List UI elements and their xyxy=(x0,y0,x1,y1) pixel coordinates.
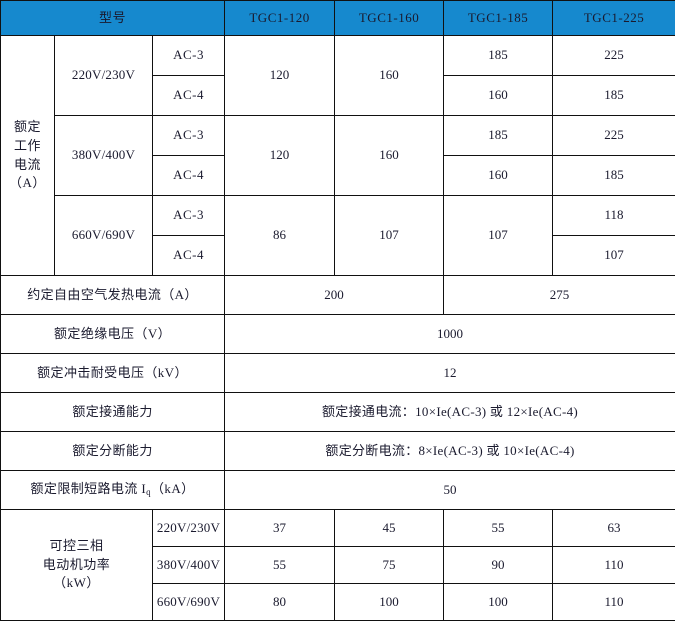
header-model-tgc1-160: TGC1-160 xyxy=(335,1,444,36)
cell-380-ac4-tgc1-225: 185 xyxy=(553,156,675,196)
rated-current-duty-220-ac4: AC-4 xyxy=(153,76,225,116)
motor-power-660-tgc1-160: 100 xyxy=(335,584,444,621)
motor-power-380-tgc1-160: 75 xyxy=(335,547,444,584)
cell-380-ac3-tgc1-185: 185 xyxy=(444,116,553,156)
short-circuit-label-suffix: （kA） xyxy=(151,481,195,496)
thermal-current-label: 约定自由空气发热电流（A） xyxy=(1,276,225,315)
motor-power-voltage-380: 380V/400V xyxy=(153,547,225,584)
header-model-tgc1-185: TGC1-185 xyxy=(444,1,553,36)
table-row-insulation-voltage: 额定绝缘电压（V） 1000 xyxy=(1,315,675,354)
insulation-voltage-label: 额定绝缘电压（V） xyxy=(1,315,225,354)
table-row-short-circuit-current: 额定限制短路电流 Iq（kA） 50 xyxy=(1,471,675,510)
cell-380-tgc1-160: 160 xyxy=(335,116,444,196)
header-model-label: 型号 xyxy=(1,1,225,36)
cell-660-ac4-tgc1-225: 107 xyxy=(553,236,675,276)
motor-power-380-tgc1-185: 90 xyxy=(444,547,553,584)
cell-220-ac4-tgc1-225: 185 xyxy=(553,76,675,116)
cell-380-ac4-tgc1-185: 160 xyxy=(444,156,553,196)
table-row-motor-power-220: 可控三相 电动机功率 （kW） 220V/230V 37 45 55 63 xyxy=(1,510,675,547)
rated-current-duty-380-ac4: AC-4 xyxy=(153,156,225,196)
motor-power-220-tgc1-120: 37 xyxy=(225,510,335,547)
motor-power-660-tgc1-225: 110 xyxy=(553,584,675,621)
cell-380-ac3-tgc1-225: 225 xyxy=(553,116,675,156)
breaking-capacity-label: 额定分断能力 xyxy=(1,432,225,471)
rated-current-voltage-220: 220V/230V xyxy=(55,36,153,116)
motor-power-label-line-1: 可控三相 xyxy=(49,538,103,553)
rated-current-label-line-2: 工作 xyxy=(14,138,41,153)
cell-220-ac3-tgc1-225: 225 xyxy=(553,36,675,76)
rated-current-duty-660-ac4: AC-4 xyxy=(153,236,225,276)
cell-380-tgc1-120: 120 xyxy=(225,116,335,196)
table-row-rated-current-220-ac3: 额定 工作 电流 （A） 220V/230V AC-3 120 160 185 … xyxy=(1,36,675,76)
insulation-voltage-value: 1000 xyxy=(225,315,675,354)
rated-current-label-line-3: 电流 xyxy=(14,157,41,172)
rated-current-voltage-380: 380V/400V xyxy=(55,116,153,196)
breaking-capacity-value: 额定分断电流：8×Ie(AC-3) 或 10×Ie(AC-4) xyxy=(225,432,675,471)
rated-current-duty-380-ac3: AC-3 xyxy=(153,116,225,156)
rated-current-group-label: 额定 工作 电流 （A） xyxy=(1,36,55,276)
impulse-voltage-value: 12 xyxy=(225,354,675,393)
table-header-row: 型号 TGC1-120 TGC1-160 TGC1-185 TGC1-225 xyxy=(1,1,675,36)
cell-220-tgc1-160: 160 xyxy=(335,36,444,116)
header-model-tgc1-120: TGC1-120 xyxy=(225,1,335,36)
rated-current-voltage-660: 660V/690V xyxy=(55,196,153,276)
motor-power-380-tgc1-120: 55 xyxy=(225,547,335,584)
table-row-making-capacity: 额定接通能力 额定接通电流：10×Ie(AC-3) 或 12×Ie(AC-4) xyxy=(1,393,675,432)
motor-power-label-line-2: 电动机功率 xyxy=(43,557,111,572)
impulse-voltage-label: 额定冲击耐受电压（kV） xyxy=(1,354,225,393)
rated-current-label-line-4: （A） xyxy=(9,175,46,190)
cell-660-tgc1-185: 107 xyxy=(444,196,553,276)
cell-660-ac3-tgc1-225: 118 xyxy=(553,196,675,236)
motor-power-voltage-660: 660V/690V xyxy=(153,584,225,621)
making-capacity-value: 额定接通电流：10×Ie(AC-3) 或 12×Ie(AC-4) xyxy=(225,393,675,432)
cell-660-tgc1-120: 86 xyxy=(225,196,335,276)
table-row-rated-current-660-ac3: 660V/690V AC-3 86 107 107 118 xyxy=(1,196,675,236)
motor-power-220-tgc1-225: 63 xyxy=(553,510,675,547)
motor-power-660-tgc1-185: 100 xyxy=(444,584,553,621)
table-row-breaking-capacity: 额定分断能力 额定分断电流：8×Ie(AC-3) 或 10×Ie(AC-4) xyxy=(1,432,675,471)
table-row-rated-current-380-ac3: 380V/400V AC-3 120 160 185 225 xyxy=(1,116,675,156)
motor-power-220-tgc1-160: 45 xyxy=(335,510,444,547)
short-circuit-current-label: 额定限制短路电流 Iq（kA） xyxy=(1,471,225,510)
motor-power-380-tgc1-225: 110 xyxy=(553,547,675,584)
short-circuit-current-value: 50 xyxy=(225,471,675,510)
motor-power-220-tgc1-185: 55 xyxy=(444,510,553,547)
rated-current-label-line-1: 额定 xyxy=(14,119,41,134)
rated-current-duty-220-ac3: AC-3 xyxy=(153,36,225,76)
motor-power-660-tgc1-120: 80 xyxy=(225,584,335,621)
motor-power-voltage-220: 220V/230V xyxy=(153,510,225,547)
short-circuit-label-prefix: 额定限制短路电流 I xyxy=(31,481,147,496)
motor-power-group-label: 可控三相 电动机功率 （kW） xyxy=(1,510,153,621)
thermal-current-value-left: 200 xyxy=(225,276,444,315)
thermal-current-value-right: 275 xyxy=(444,276,675,315)
table-row-impulse-voltage: 额定冲击耐受电压（kV） 12 xyxy=(1,354,675,393)
cell-220-ac3-tgc1-185: 185 xyxy=(444,36,553,76)
cell-660-tgc1-160: 107 xyxy=(335,196,444,276)
cell-220-ac4-tgc1-185: 160 xyxy=(444,76,553,116)
cell-220-tgc1-120: 120 xyxy=(225,36,335,116)
making-capacity-label: 额定接通能力 xyxy=(1,393,225,432)
table-row-thermal-current: 约定自由空气发热电流（A） 200 275 xyxy=(1,276,675,315)
header-model-tgc1-225: TGC1-225 xyxy=(553,1,675,36)
motor-power-label-line-3: （kW） xyxy=(53,575,100,590)
rated-current-duty-660-ac3: AC-3 xyxy=(153,196,225,236)
